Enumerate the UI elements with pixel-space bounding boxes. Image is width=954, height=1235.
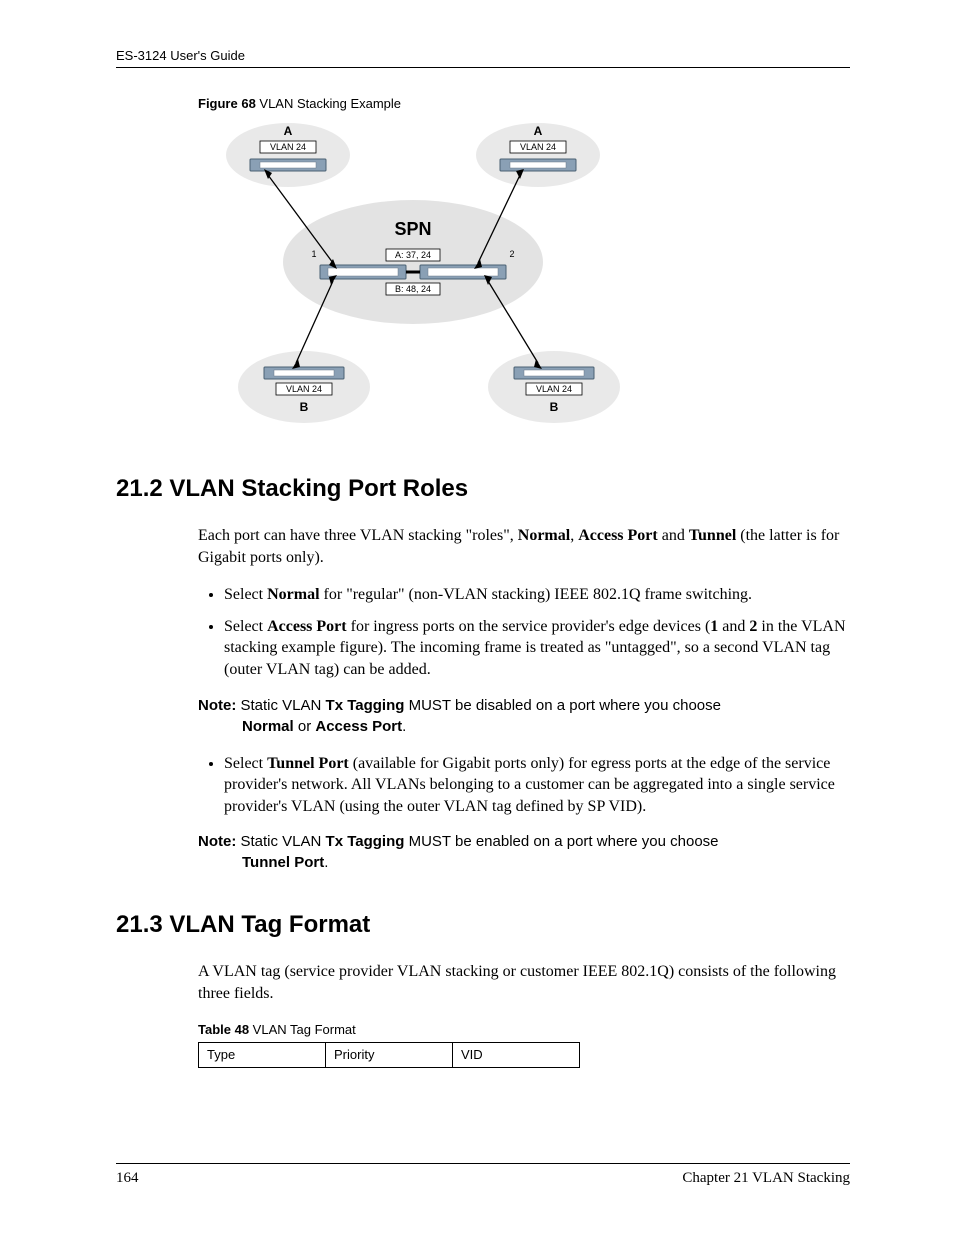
figure-caption: Figure 68 VLAN Stacking Example <box>198 96 850 111</box>
page-footer: 164 Chapter 21 VLAN Stacking <box>116 1163 850 1187</box>
node-b-label-r: B <box>550 400 559 414</box>
footer-rule <box>116 1163 850 1164</box>
s1-paragraph: Each port can have three VLAN stacking "… <box>198 525 850 568</box>
port-2: 2 <box>509 249 514 259</box>
page-number: 164 <box>116 1170 139 1187</box>
node-a-label-r: A <box>534 124 543 138</box>
vlan-label-br: VLAN 24 <box>536 384 572 394</box>
list-item: Select Access Port for ingress ports on … <box>224 616 850 681</box>
vlan-tag-table: Type Priority VID <box>198 1042 580 1068</box>
table-caption: Table 48 VLAN Tag Format <box>198 1021 850 1039</box>
s1-bullets-2: Select Tunnel Port (available for Gigabi… <box>198 753 850 818</box>
vlan-label-bl: VLAN 24 <box>286 384 322 394</box>
port-1: 1 <box>311 249 316 259</box>
vlan-label-tr: VLAN 24 <box>520 142 556 152</box>
s1-bullets-1: Select Normal for "regular" (non-VLAN st… <box>198 584 850 680</box>
figure-title: VLAN Stacking Example <box>256 96 401 111</box>
chapter-label: Chapter 21 VLAN Stacking <box>682 1170 850 1187</box>
node-b-label-l: B <box>300 400 309 414</box>
note-2: Note: Static VLAN Tx Tagging MUST be ena… <box>198 831 850 873</box>
section-21-3-heading: 21.3 VLAN Tag Format <box>116 911 850 939</box>
vlan-label-tl: VLAN 24 <box>270 142 306 152</box>
section-21-2-heading: 21.2 VLAN Stacking Port Roles <box>116 475 850 503</box>
table-cell: Type <box>199 1043 326 1068</box>
note-1: Note: Static VLAN Tx Tagging MUST be dis… <box>198 695 850 737</box>
table-cell: VID <box>453 1043 580 1068</box>
figure-number: Figure 68 <box>198 96 256 111</box>
list-item: Select Normal for "regular" (non-VLAN st… <box>224 584 850 606</box>
table-cell: Priority <box>326 1043 453 1068</box>
s2-paragraph: A VLAN tag (service provider VLAN stacki… <box>198 961 850 1004</box>
node-a-label: A <box>284 124 293 138</box>
list-item: Select Tunnel Port (available for Gigabi… <box>224 753 850 818</box>
spn-label: SPN <box>394 219 431 239</box>
figure-vlan-stacking: SPN A VLAN 24 A VLAN 24 A: 37, 24 B <box>198 117 628 437</box>
header-rule <box>116 67 850 68</box>
center-tag-a: A: 37, 24 <box>395 250 431 260</box>
center-tag-b: B: 48, 24 <box>395 284 431 294</box>
running-header: ES-3124 User's Guide <box>116 48 850 67</box>
